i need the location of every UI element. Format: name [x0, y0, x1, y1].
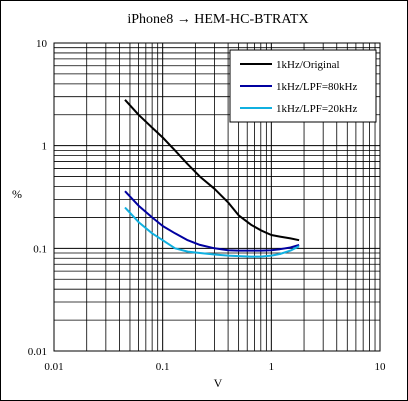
series-line-3 [124, 206, 300, 258]
series-group [124, 99, 300, 258]
chart-title: iPhone8 → HEM-HC-BTRATX [127, 12, 308, 27]
x-tick-label: 0.01 [44, 361, 63, 373]
legend: 1kHz/Original 1kHz/LPF=80kHz 1kHz/LPF=20kH… [229, 49, 377, 123]
legend-label: 1kHz/LPF=20kHz [276, 103, 357, 115]
x-axis-label: V [214, 376, 223, 390]
series-line-2 [124, 190, 300, 252]
y-tick-label: 1 [42, 141, 48, 153]
legend-label: 1kHz/Original [276, 59, 340, 71]
y-tick-label: 10 [36, 38, 48, 50]
series-line-1 [124, 99, 300, 242]
x-tick-label: 1 [269, 361, 275, 373]
y-tick-label: 0.01 [28, 346, 47, 358]
tick-labels: 0.01 0.1 1 10 10 1 0.1 0.01 [28, 38, 386, 373]
legend-label: 1kHz/LPF=80kHz [276, 81, 357, 93]
y-axis-label: % [12, 187, 22, 201]
x-tick-label: 0.1 [156, 361, 170, 373]
x-tick-label: 10 [375, 361, 387, 373]
plot-area [53, 42, 381, 352]
y-tick-label: 0.1 [33, 243, 47, 255]
